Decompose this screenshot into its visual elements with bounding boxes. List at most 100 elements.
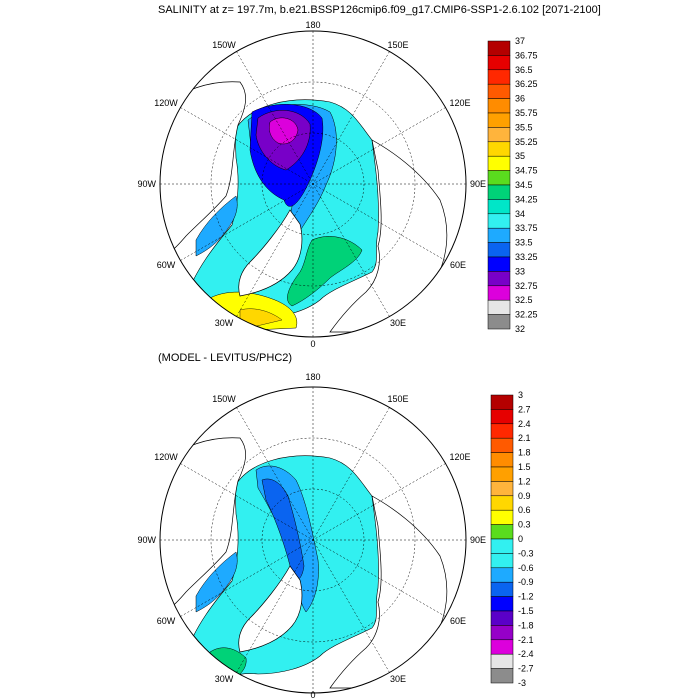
bottom-colorbar-tick-label: -0.3 xyxy=(518,548,534,558)
top-colorbar-swatch xyxy=(487,227,511,243)
lon-label-30e: 30E xyxy=(390,674,406,684)
bottom-colorbar-swatch xyxy=(490,394,514,410)
top-colorbar-swatch xyxy=(487,299,511,315)
bottom-longitude-labels: 180 150E 120E 90E 60E 30E 0 30W 60W 90W … xyxy=(137,372,486,700)
bottom-ocean-0 xyxy=(184,455,379,689)
top-colorbar-swatch xyxy=(487,40,511,56)
top-colorbar-swatch xyxy=(487,213,511,229)
top-colorbar-swatch xyxy=(487,256,511,272)
lon-label-150w: 150W xyxy=(212,394,236,404)
bottom-colorbar-swatch xyxy=(490,553,514,569)
bottom-colorbar-tick-label: 1.2 xyxy=(518,476,531,486)
lon-label-0: 0 xyxy=(310,339,315,349)
top-colorbar-tick-label: 35.5 xyxy=(515,122,533,132)
lon-label-30w: 30W xyxy=(215,674,234,684)
bottom-colorbar-tick-label: -1.2 xyxy=(518,592,534,602)
top-colorbar-swatch xyxy=(487,69,511,85)
bottom-colorbar-tick-label: -3 xyxy=(518,678,526,688)
bottom-colorbar-tick-label: 3 xyxy=(518,390,523,400)
bottom-colorbar-tick-label: 2.4 xyxy=(518,419,531,429)
bottom-colorbar-tick-label: -0.6 xyxy=(518,563,534,573)
top-colorbar-tick-label: 33.75 xyxy=(515,223,538,233)
lon-label-60e: 60E xyxy=(450,260,466,270)
bottom-colorbar-tick-label: 1.5 xyxy=(518,462,531,472)
bottom-colorbar-swatch xyxy=(490,452,514,468)
top-colorbar-tick-label: 37 xyxy=(515,36,525,46)
bottom-colorbar-swatch xyxy=(490,495,514,511)
bottom-colorbar-tick-label: 2.1 xyxy=(518,433,531,443)
top-colorbar-tick-label: 33.25 xyxy=(515,252,538,262)
top-longitude-labels: 180 150E 120E 90E 60E 30E 0 30W 60W 90W … xyxy=(137,20,486,349)
bottom-graticule xyxy=(160,387,466,693)
bottom-colorbar-tick-label: -2.4 xyxy=(518,649,534,659)
lon-label-30e: 30E xyxy=(390,318,406,328)
top-colorbar-tick-label: 32 xyxy=(515,324,525,334)
bottom-colorbar-swatch xyxy=(490,538,514,554)
top-ocean-channel xyxy=(195,195,238,257)
top-colorbar-swatch xyxy=(487,83,511,99)
bottom-colorbar-tick-label: -0.9 xyxy=(518,577,534,587)
top-colorbar-swatch xyxy=(487,285,511,301)
lon-label-90e: 90E xyxy=(470,535,486,545)
top-colorbar-swatch xyxy=(487,271,511,287)
bottom-colorbar-tick-label: -1.5 xyxy=(518,606,534,616)
top-colorbar-tick-label: 35.25 xyxy=(515,137,538,147)
bottom-land-greenland xyxy=(238,565,303,653)
bottom-colorbar-swatch xyxy=(490,509,514,525)
top-colorbar-swatch xyxy=(487,127,511,143)
bottom-ocean-channel xyxy=(195,551,238,613)
lon-label-60w: 60W xyxy=(157,616,176,626)
lon-label-150w: 150W xyxy=(212,40,236,50)
lon-label-180: 180 xyxy=(305,372,320,382)
top-colorbar-tick-label: 36.25 xyxy=(515,79,538,89)
top-colorbar-tick-label: 36 xyxy=(515,94,525,104)
lon-label-30w: 30W xyxy=(215,318,234,328)
top-colorbar-tick-label: 33 xyxy=(515,266,525,276)
bottom-colorbar-tick-label: 0.9 xyxy=(518,491,531,501)
lon-label-120e: 120E xyxy=(449,452,470,462)
top-colorbar-tick-label: 34.25 xyxy=(515,194,538,204)
bottom-colorbar: 3 2.7 2.4 2.1 1.8 1.5 1.2 0.9 0.6 0.3 0 -0.3 -0.6 -0.… xyxy=(490,390,534,688)
lon-label-150e: 150E xyxy=(387,40,408,50)
top-colorbar-tick-label: 32.5 xyxy=(515,295,533,305)
lon-label-150e: 150E xyxy=(387,394,408,404)
bottom-colorbar-swatch xyxy=(490,524,514,540)
top-land-america xyxy=(160,81,246,255)
plot-title: SALINITY at z= 197.7m, b.e21.BSSP126cmip… xyxy=(158,4,601,16)
top-colorbar-tick-label: 34.75 xyxy=(515,166,538,176)
top-colorbar-swatch xyxy=(487,55,511,71)
bottom-colorbar-swatch xyxy=(490,567,514,583)
bottom-colorbar-swatch xyxy=(490,639,514,655)
bottom-colorbar-tick-label: 2.7 xyxy=(518,404,531,414)
bottom-colorbar-swatch xyxy=(490,481,514,497)
bottom-colorbar-swatch xyxy=(490,625,514,641)
bottom-colorbar-tick-label: 0.6 xyxy=(518,505,531,515)
top-colorbar-swatch xyxy=(487,199,511,215)
bottom-colorbar-tick-label: 0.3 xyxy=(518,520,531,530)
top-colorbar: 37 36.75 36.5 36.25 36 35.75 35.5 35.25 35 34.75 3… xyxy=(487,36,538,334)
bottom-colorbar-tick-label: -2.7 xyxy=(518,664,534,674)
top-salinity-map: 180 150E 120E 90E 60E 30E 0 30W 60W 90W … xyxy=(137,20,486,349)
bottom-colorbar-swatch xyxy=(490,423,514,439)
bottom-colorbar-swatch xyxy=(490,668,514,684)
lon-label-60e: 60E xyxy=(450,616,466,626)
top-land-greenland xyxy=(238,209,303,297)
bottom-colorbar-swatch xyxy=(490,581,514,597)
bottom-colorbar-tick-label: -2.1 xyxy=(518,635,534,645)
top-colorbar-tick-label: 35.75 xyxy=(515,108,538,118)
lon-label-0: 0 xyxy=(310,690,315,700)
lon-label-90e: 90E xyxy=(470,179,486,189)
top-colorbar-tick-label: 32.25 xyxy=(515,310,538,320)
bottom-colorbar-swatch xyxy=(490,610,514,626)
top-colorbar-swatch xyxy=(487,112,511,128)
top-colorbar-tick-label: 36.5 xyxy=(515,65,533,75)
lon-label-120w: 120W xyxy=(154,98,178,108)
lon-label-90w: 90W xyxy=(137,535,156,545)
top-colorbar-swatch xyxy=(487,314,511,330)
top-colorbar-tick-label: 35 xyxy=(515,151,525,161)
top-colorbar-tick-label: 34 xyxy=(515,209,525,219)
top-ocean-32-5 xyxy=(269,117,299,145)
top-colorbar-swatch xyxy=(487,242,511,258)
lon-label-90w: 90W xyxy=(137,179,156,189)
